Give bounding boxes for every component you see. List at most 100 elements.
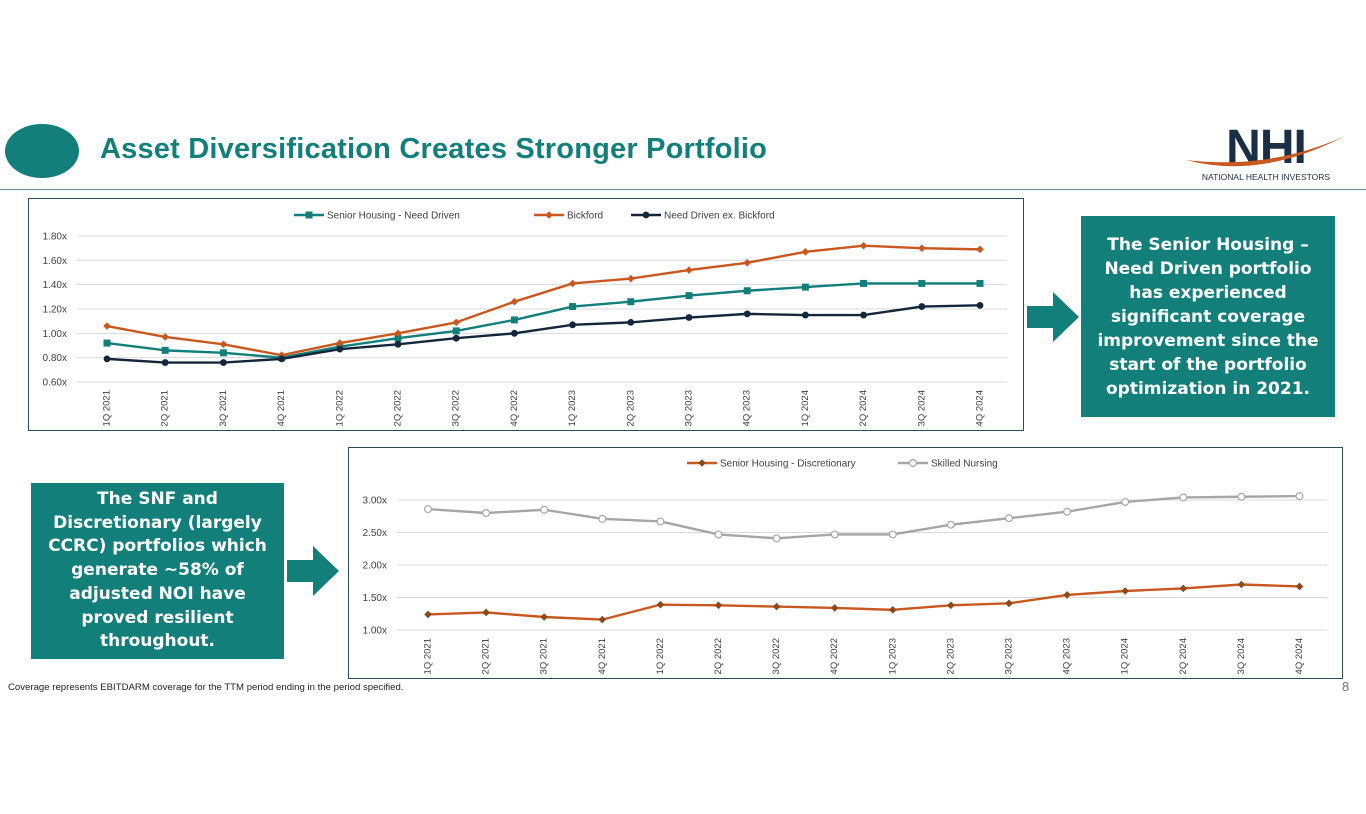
data-point xyxy=(743,287,751,295)
data-point xyxy=(1063,591,1071,599)
data-point xyxy=(801,248,810,256)
series-senior-housing-discretionary xyxy=(424,580,1304,624)
legend-marker xyxy=(908,459,917,468)
x-tick-label: 1Q 2024 xyxy=(800,390,811,426)
y-tick-label: 1.40x xyxy=(43,280,67,291)
data-point xyxy=(161,346,169,354)
y-tick-label: 2.50x xyxy=(363,528,387,539)
data-point xyxy=(1121,587,1129,595)
x-tick-label: 2Q 2023 xyxy=(625,390,636,426)
data-point xyxy=(743,258,751,267)
data-point xyxy=(860,311,867,319)
callout-need-driven: The Senior Housing – Need Driven portfol… xyxy=(1081,216,1335,417)
data-point xyxy=(161,359,169,366)
y-tick-label: 1.80x xyxy=(43,232,67,243)
chart-need-driven-svg: 0.60x 0.80x 1.00x 1.20x 1.40x 1.60x 1.80x 1Q 20… xyxy=(43,211,1007,426)
data-point xyxy=(219,340,228,349)
series-line-senior-housing-discretionary xyxy=(427,583,1300,621)
data-point xyxy=(802,311,809,319)
data-point xyxy=(627,274,635,283)
series-skilled-nursing xyxy=(423,492,1304,543)
data-point xyxy=(510,297,519,306)
series-line-need-driven-ex-bickford xyxy=(106,304,981,364)
x-tick-label: 2Q 2023 xyxy=(945,638,956,674)
logo-swoosh xyxy=(1186,136,1345,167)
data-point xyxy=(685,292,693,300)
callout-snf-discretionary: The SNF and Discretionary (largely CCRC)… xyxy=(31,483,284,659)
data-point xyxy=(103,355,111,363)
data-point xyxy=(1004,514,1013,523)
data-point xyxy=(830,530,839,539)
legend-label: Senior Housing - Discretionary xyxy=(720,459,856,470)
data-point xyxy=(1179,493,1188,502)
data-point xyxy=(220,359,227,366)
legend-label: Need Driven ex. Bickford xyxy=(664,211,775,222)
y-tick-label: 3.00x xyxy=(363,496,387,507)
y-tick-label: 0.80x xyxy=(43,353,67,364)
data-point xyxy=(860,279,868,287)
data-point xyxy=(976,301,984,309)
x-tick-label: 3Q 2024 xyxy=(1236,638,1247,674)
data-point xyxy=(801,283,809,291)
x-tick-label: 3Q 2023 xyxy=(684,390,695,426)
data-point xyxy=(714,530,723,539)
chart-need-driven-coverage: 0.60x 0.80x 1.00x 1.20x 1.40x 1.60x 1.80x 1Q 20… xyxy=(28,198,1024,431)
data-point xyxy=(743,310,751,318)
data-point xyxy=(918,303,926,310)
data-point xyxy=(976,279,984,287)
data-point xyxy=(685,266,693,274)
data-point xyxy=(394,334,402,342)
chart-snf-discretionary-svg: 1.00x 1.50x 2.00x 2.50x 3.00x 1Q 2021 2Q 2021 3… xyxy=(363,459,1327,674)
data-point xyxy=(452,334,460,342)
data-point xyxy=(452,327,460,335)
x-tick-label: 1Q 2022 xyxy=(655,638,666,674)
data-point xyxy=(598,514,607,523)
x-tick-label: 4Q 2023 xyxy=(742,390,753,426)
data-point xyxy=(685,314,693,321)
data-point xyxy=(889,606,897,614)
chart-snf-discretionary-coverage: 1.00x 1.50x 2.00x 2.50x 3.00x 1Q 2021 2Q 2021 3… xyxy=(348,447,1343,679)
data-point xyxy=(1237,580,1246,589)
data-point xyxy=(540,613,548,621)
data-point xyxy=(423,505,432,514)
data-point xyxy=(627,318,635,326)
data-point xyxy=(859,241,868,250)
data-point xyxy=(1063,507,1072,516)
y-tick-label: 1.50x xyxy=(363,593,387,604)
data-point xyxy=(103,322,111,330)
data-point xyxy=(1295,582,1304,591)
y-tick-label: 1.60x xyxy=(43,256,67,267)
data-point xyxy=(336,345,344,353)
x-tick-label: 2Q 2021 xyxy=(481,638,492,674)
data-point xyxy=(1237,492,1246,501)
x-tick-label: 3Q 2021 xyxy=(539,638,550,674)
y-tick-label: 1.00x xyxy=(43,329,67,340)
data-point xyxy=(946,520,955,529)
page-number: 8 xyxy=(1342,679,1350,694)
callout-need-driven-text: The Senior Housing – Need Driven portfol… xyxy=(1097,234,1319,399)
data-point xyxy=(278,355,285,363)
legend: Senior Housing - Need Driven Bickford Need… xyxy=(294,211,775,222)
legend-label: Bickford xyxy=(567,211,603,222)
x-tick-label: 2Q 2024 xyxy=(1178,638,1189,674)
x-tick-label: 2Q 2022 xyxy=(713,638,724,674)
logo-subtext: NATIONAL HEALTH INVESTORS xyxy=(1202,172,1330,182)
x-tick-label: 1Q 2023 xyxy=(887,638,898,674)
data-point xyxy=(918,244,926,252)
series-line-senior-housing-need-driven xyxy=(106,282,980,359)
data-point xyxy=(888,530,897,539)
nhi-logo: NHI NATIONAL HEALTH INVESTORS xyxy=(1186,121,1345,182)
legend-marker xyxy=(642,211,650,219)
x-tick-label: 3Q 2024 xyxy=(916,390,927,426)
x-tick-label: 4Q 2022 xyxy=(509,390,520,426)
y-tick-label: 1.20x xyxy=(43,305,67,316)
data-point xyxy=(772,534,781,543)
series-bickford xyxy=(103,241,984,360)
x-tick-label: 1Q 2021 xyxy=(102,390,113,426)
data-point xyxy=(1005,599,1013,608)
footnote: Coverage represents EBITDARM coverage fo… xyxy=(8,682,404,693)
data-point xyxy=(627,298,635,306)
x-tick-label: 1Q 2024 xyxy=(1120,638,1131,674)
x-tick-label: 1Q 2022 xyxy=(334,390,345,426)
arrow-right-icon xyxy=(1027,292,1079,342)
